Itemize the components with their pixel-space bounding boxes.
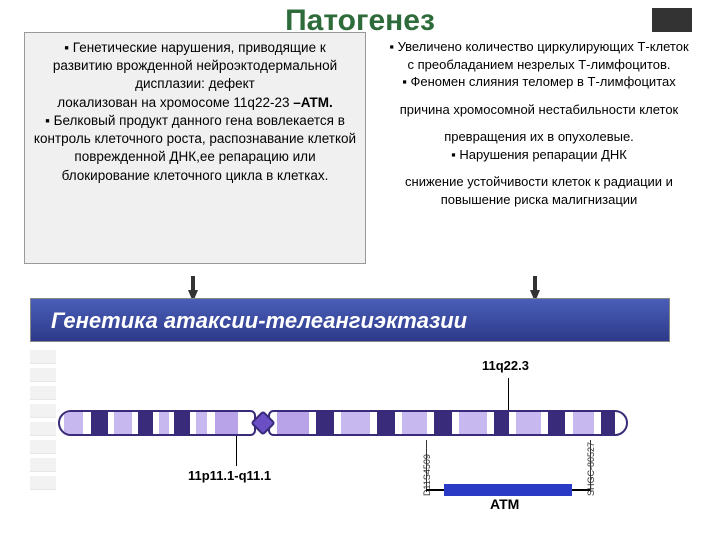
atm-text: –ATM. bbox=[293, 95, 333, 110]
left-bullet-2: ▪ Белковый продукт данного гена вовлекае… bbox=[33, 112, 357, 185]
chromosome-ideogram bbox=[58, 410, 628, 436]
right-line-4: превращения их в опухолевые. bbox=[386, 128, 692, 146]
genetics-banner: Генетика атаксии-телеангиэктазии bbox=[30, 298, 670, 342]
right-bullet-5: ▪ Нарушения репарации ДНК bbox=[386, 146, 692, 164]
left-info-card: ▪ Генетические нарушения, приводящие к р… bbox=[24, 32, 366, 264]
right-info-card: ▪ Увеличено количество циркулирующих Т-к… bbox=[382, 32, 696, 264]
right-line-6: снижение устойчивости клеток к радиации … bbox=[386, 173, 692, 208]
spacer bbox=[386, 118, 692, 128]
spacer bbox=[386, 163, 692, 173]
locus-pointer-p bbox=[236, 436, 237, 466]
gene-bar bbox=[444, 484, 572, 496]
marker-label-right: SHGC-80527 bbox=[586, 442, 596, 496]
locus-pointer-q bbox=[508, 378, 509, 410]
locus-label-p: 11p11.1-q11.1 bbox=[188, 468, 271, 483]
right-line-3: причина хромосомной нестабильности клето… bbox=[386, 101, 692, 119]
chrom-p-arm bbox=[58, 410, 256, 436]
chromosome-diagram: 11q22.3 11p11.1-q11.1 D11S4509 SHGC-8052… bbox=[30, 350, 670, 520]
gene-label: ATM bbox=[490, 496, 519, 512]
faint-row-decor bbox=[30, 350, 56, 520]
locus-label-q: 11q22.3 bbox=[482, 358, 529, 373]
right-bullet-1: ▪ Увеличено количество циркулирующих Т-к… bbox=[386, 38, 692, 73]
left-locus-line: локализован на хромосоме 11q22-23 –ATM. bbox=[33, 94, 357, 112]
chrom-q-arm bbox=[268, 410, 628, 436]
left-bullet-1: ▪ Генетические нарушения, приводящие к р… bbox=[33, 39, 357, 94]
locus-text: локализован на хромосоме 11q22-23 bbox=[57, 95, 289, 110]
right-bullet-2: ▪ Феномен слияния теломер в Т-лимфоцитах bbox=[386, 73, 692, 91]
spacer bbox=[386, 91, 692, 101]
